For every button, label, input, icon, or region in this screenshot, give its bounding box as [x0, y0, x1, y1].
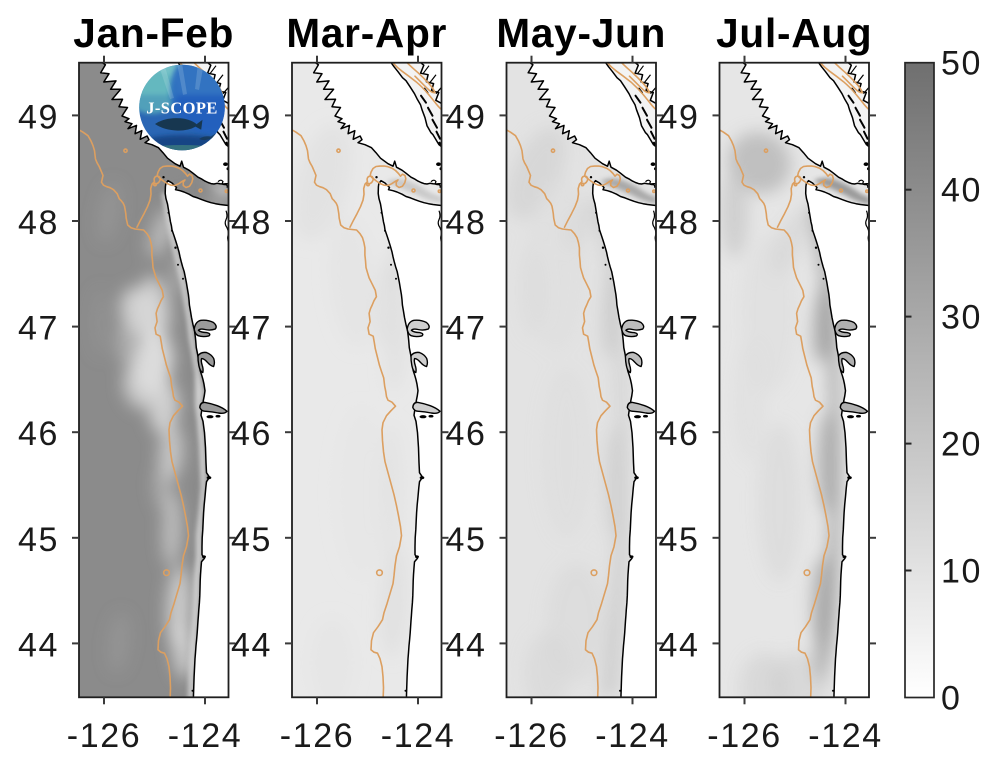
svg-text:45: 45 — [445, 521, 486, 559]
svg-text:0: 0 — [941, 680, 962, 718]
svg-text:47: 47 — [445, 310, 486, 348]
svg-text:-126: -126 — [494, 717, 568, 755]
svg-text:-124: -124 — [381, 717, 455, 755]
svg-text:47: 47 — [658, 310, 699, 348]
svg-text:-124: -124 — [595, 717, 669, 755]
svg-text:45: 45 — [18, 521, 59, 559]
svg-text:30: 30 — [941, 299, 982, 337]
svg-text:Jan-Feb: Jan-Feb — [73, 10, 234, 56]
svg-text:44: 44 — [445, 626, 486, 664]
svg-text:49: 49 — [231, 98, 272, 136]
svg-text:-126: -126 — [707, 717, 781, 755]
svg-text:49: 49 — [445, 98, 486, 136]
svg-text:J-SCOPE: J-SCOPE — [146, 99, 218, 118]
svg-text:Mar-Apr: Mar-Apr — [286, 10, 447, 56]
svg-text:49: 49 — [658, 98, 699, 136]
svg-text:Jul-Aug: Jul-Aug — [716, 10, 872, 56]
svg-text:47: 47 — [18, 310, 59, 348]
svg-text:46: 46 — [18, 415, 59, 453]
svg-text:49: 49 — [18, 98, 59, 136]
svg-text:46: 46 — [658, 415, 699, 453]
svg-text:48: 48 — [18, 204, 59, 242]
svg-text:-124: -124 — [168, 717, 242, 755]
svg-text:-124: -124 — [808, 717, 882, 755]
svg-text:48: 48 — [445, 204, 486, 242]
svg-text:50: 50 — [941, 45, 982, 83]
svg-text:-126: -126 — [67, 717, 141, 755]
svg-text:40: 40 — [941, 172, 982, 210]
svg-text:47: 47 — [231, 310, 272, 348]
svg-text:45: 45 — [658, 521, 699, 559]
svg-text:44: 44 — [658, 626, 699, 664]
svg-text:10: 10 — [941, 553, 982, 591]
svg-text:46: 46 — [445, 415, 486, 453]
svg-text:44: 44 — [18, 626, 59, 664]
svg-text:-126: -126 — [280, 717, 354, 755]
svg-text:46: 46 — [231, 415, 272, 453]
svg-text:45: 45 — [231, 521, 272, 559]
svg-text:48: 48 — [658, 204, 699, 242]
svg-text:20: 20 — [941, 426, 982, 464]
svg-text:48: 48 — [231, 204, 272, 242]
svg-text:May-Jun: May-Jun — [496, 10, 666, 56]
svg-text:44: 44 — [231, 626, 272, 664]
